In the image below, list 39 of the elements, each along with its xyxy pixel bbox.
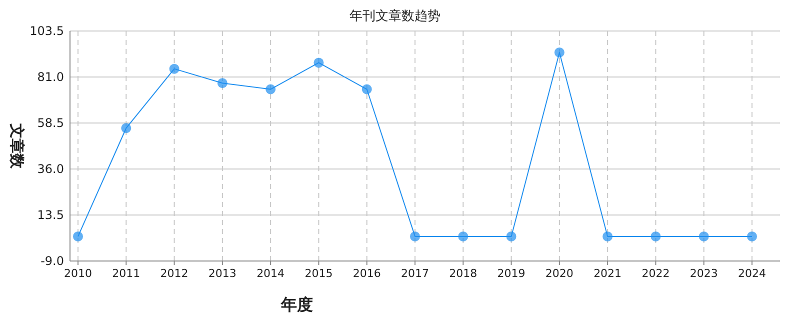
x-tick-label: 2010 xyxy=(64,267,92,280)
point xyxy=(362,84,372,94)
point xyxy=(217,78,228,88)
point xyxy=(458,231,468,242)
x-tick-label: 2022 xyxy=(642,267,670,280)
point xyxy=(747,231,757,242)
point xyxy=(602,231,613,242)
point xyxy=(314,58,324,68)
point xyxy=(506,231,516,242)
x-tick-label: 2017 xyxy=(401,267,429,280)
x-tick-label: 2018 xyxy=(449,267,478,280)
x-axis-title: 年度 xyxy=(280,295,313,314)
point xyxy=(121,123,132,134)
x-tick-label: 2016 xyxy=(352,267,381,280)
y-axis-title: 文章数 xyxy=(8,122,26,170)
x-tick-label: 2024 xyxy=(738,267,766,280)
point xyxy=(169,64,180,74)
y-tick-label: 58.5 xyxy=(37,116,64,130)
x-tick-label: 2013 xyxy=(208,267,236,280)
x-tick-label: 2021 xyxy=(594,267,622,280)
y-tick-label: 103.5 xyxy=(30,24,64,38)
x-tick-label: 2014 xyxy=(256,267,285,280)
point xyxy=(73,231,83,242)
x-tick-label: 2023 xyxy=(690,267,718,280)
x-tick-label: 2012 xyxy=(160,267,188,280)
point xyxy=(698,231,709,242)
point xyxy=(650,231,661,242)
x-tick-label: 2019 xyxy=(497,267,526,280)
chart-title: 年刊文章数趋势 xyxy=(350,9,440,24)
y-tick-label: -9.0 xyxy=(40,254,64,268)
x-tick-label: 2015 xyxy=(304,267,333,280)
y-tick-label: 81.0 xyxy=(37,70,64,84)
x-tick-label: 2020 xyxy=(545,267,574,280)
y-tick-label: 36.0 xyxy=(37,162,64,176)
point xyxy=(266,84,276,94)
x-tick-label: 2011 xyxy=(112,267,140,280)
point xyxy=(554,47,564,58)
point xyxy=(410,231,420,242)
y-tick-label: 13.5 xyxy=(37,208,64,222)
